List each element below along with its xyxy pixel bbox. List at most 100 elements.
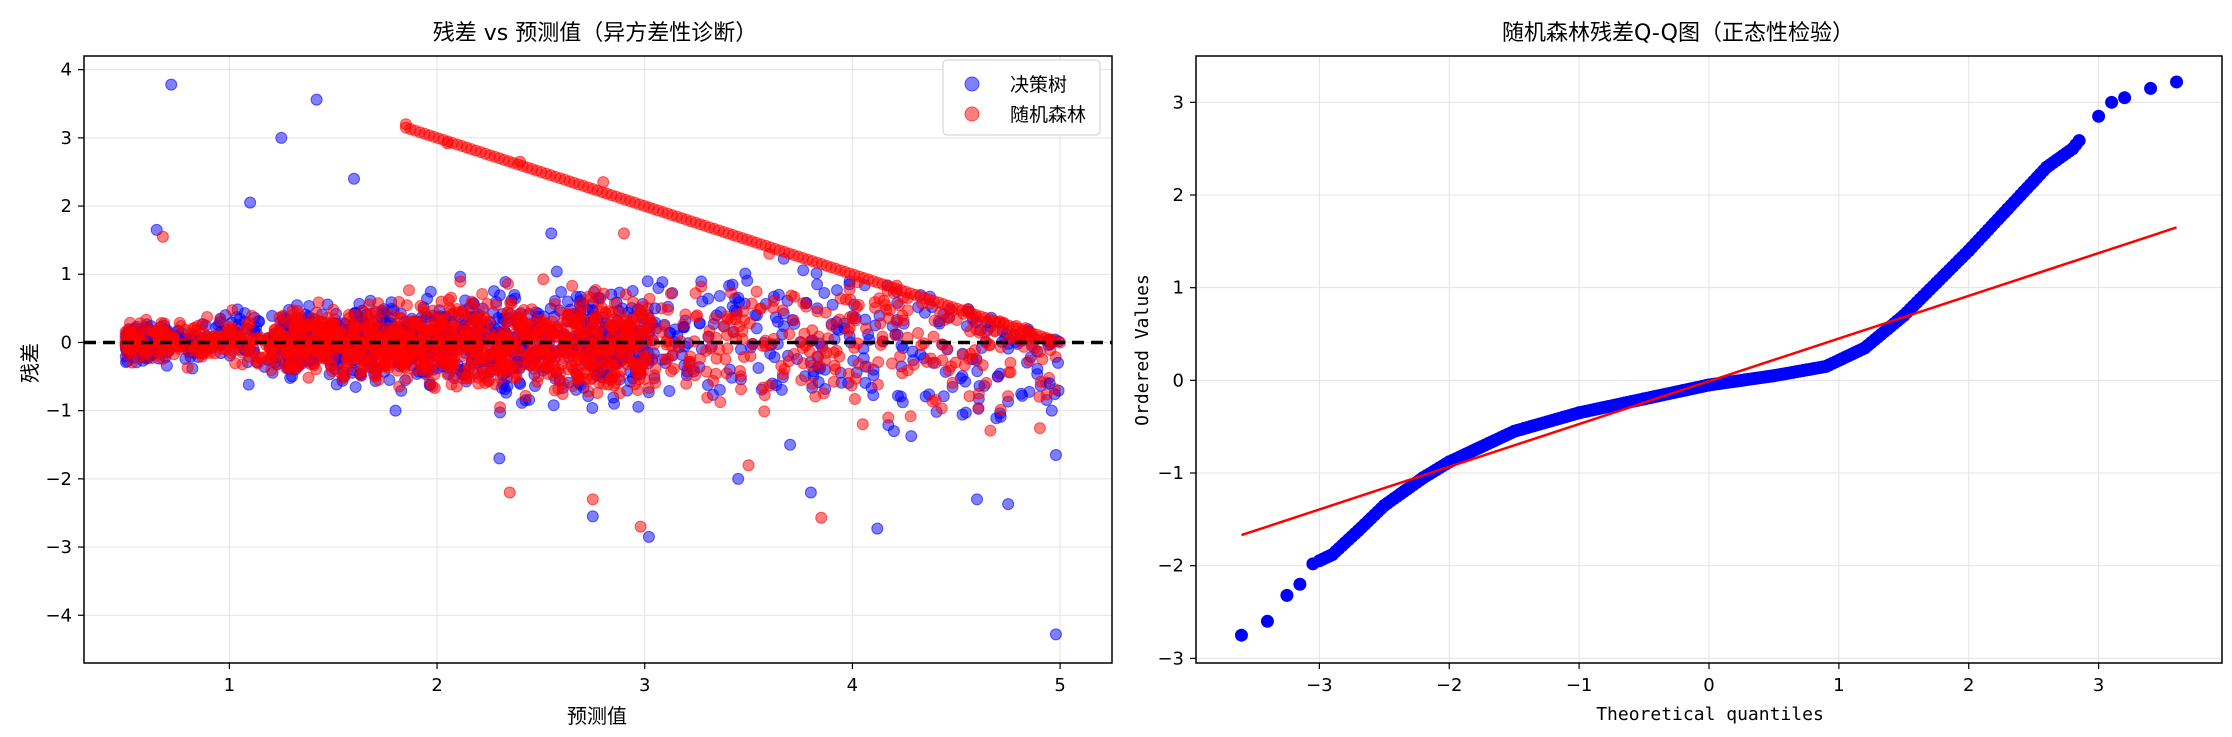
qq-point [1306, 557, 1320, 571]
scatter-point [377, 305, 390, 318]
scatter-point [1033, 422, 1046, 435]
scatter-point [964, 325, 977, 338]
scatter-point [1036, 353, 1049, 366]
tree-residual-point [165, 78, 178, 91]
scatter-point [608, 297, 621, 310]
scatter-point [525, 303, 538, 316]
scatter-point [317, 325, 330, 338]
scatter-point [646, 352, 659, 365]
scatter-point [713, 383, 726, 396]
left-x-tick-label: 3 [639, 675, 650, 696]
scatter-point [664, 287, 677, 300]
tree-residual-point [244, 196, 257, 209]
scatter-point [531, 349, 544, 362]
right-chart: 随机森林残差Q-Q图（正态性检验） −3 −2 −1 0 1 2 3 −3−2−10123 … [1132, 21, 2223, 725]
scatter-point [642, 382, 655, 395]
scatter-point [827, 375, 840, 388]
right-x-tick-label: −3 [1306, 675, 1333, 696]
left-y-tick-label: −3 [45, 537, 72, 558]
scatter-point [496, 366, 509, 379]
scatter-point [472, 313, 485, 326]
scatter-point [226, 304, 239, 317]
scatter-point [627, 296, 640, 309]
scatter-point [613, 387, 626, 400]
scatter-point [475, 369, 488, 382]
scatter-point [184, 327, 197, 340]
scatter-point [826, 298, 839, 311]
left-x-axis-label: 预测值 [567, 704, 627, 728]
scatter-point [883, 303, 896, 316]
scatter-point [324, 358, 337, 371]
scatter-point [758, 405, 771, 418]
scatter-point [402, 284, 415, 297]
scatter-point [959, 375, 972, 388]
scatter-point [519, 389, 532, 402]
qq-point [1962, 244, 1976, 258]
forest-residual-point [503, 486, 516, 499]
scatter-point [667, 362, 680, 375]
scatter-point [581, 348, 594, 361]
scatter-point [700, 365, 713, 378]
scatter-point [556, 306, 569, 319]
scatter-point [636, 301, 649, 314]
scatter-point [196, 318, 209, 331]
scatter-point [251, 357, 264, 370]
scatter-point [426, 311, 439, 324]
scatter-point [229, 329, 242, 342]
scatter-point [905, 430, 918, 443]
scatter-point [707, 374, 720, 387]
scatter-point [704, 342, 717, 355]
tree-residual-point [649, 302, 662, 315]
scatter-point [806, 377, 819, 390]
scatter-point [634, 365, 647, 378]
scatter-point [641, 275, 654, 288]
scatter-point [582, 363, 595, 376]
scatter-point [811, 305, 824, 318]
right-y-tick-label: −2 [1157, 556, 1184, 577]
scatter-point [490, 298, 503, 311]
scatter-point [926, 395, 939, 408]
scatter-point [389, 347, 402, 360]
scatter-point [696, 295, 709, 308]
scatter-point [797, 264, 810, 277]
right-y-tick-label: −1 [1157, 463, 1184, 484]
scatter-point [271, 357, 284, 370]
qq-point [1767, 369, 1781, 383]
left-y-tick-label: 0 [61, 332, 72, 353]
scatter-point [454, 275, 467, 288]
scatter-point [317, 348, 330, 361]
scatter-point [800, 300, 813, 313]
scatter-point [160, 327, 173, 340]
tree-residual-point [991, 370, 1004, 383]
scatter-point [592, 295, 605, 308]
scatter-point [848, 393, 861, 406]
forest-residual-point [156, 230, 169, 243]
scatter-point [498, 325, 511, 338]
scatter-point [677, 318, 690, 331]
scatter-point [423, 376, 436, 389]
left-y-tick-label: 2 [61, 196, 72, 217]
scatter-point [984, 424, 997, 437]
legend: 决策树 随机森林 [942, 59, 1101, 136]
tree-residual-point [1002, 498, 1015, 511]
right-x-tick-label: −2 [1436, 675, 1463, 696]
forest-residual-point [763, 247, 776, 260]
qq-point [2092, 109, 2106, 123]
tree-residual-point [784, 438, 797, 451]
forest-residual-point [514, 155, 527, 168]
scatter-point [438, 319, 451, 332]
scatter-point [896, 367, 909, 380]
scatter-point [351, 344, 364, 357]
scatter-point [1023, 354, 1036, 367]
scatter-point [845, 379, 858, 392]
scatter-point [162, 344, 175, 357]
right-x-axis-label: Theoretical quantiles [1596, 704, 1824, 725]
scatter-point [783, 328, 796, 341]
scatter-point [972, 387, 985, 400]
scatter-point [302, 371, 315, 384]
qq-point [2066, 142, 2080, 156]
scatter-point [818, 286, 831, 299]
scatter-point [829, 363, 842, 376]
qq-point [1858, 341, 1872, 355]
